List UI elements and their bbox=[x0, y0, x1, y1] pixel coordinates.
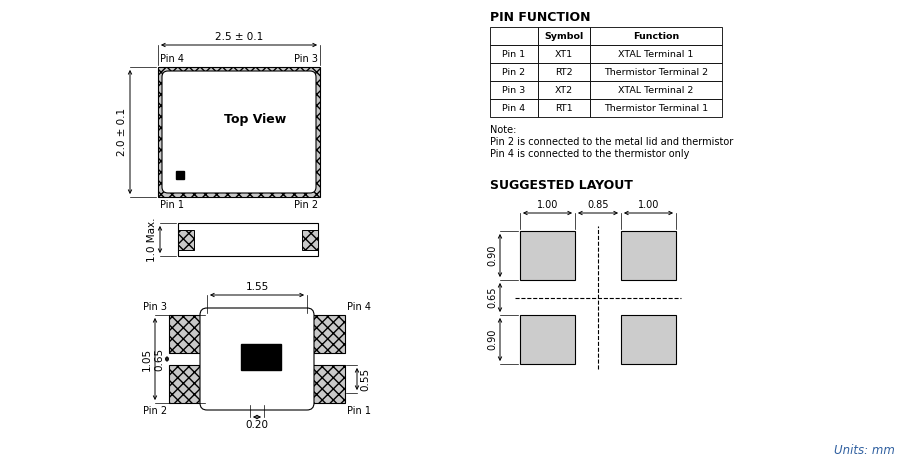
Text: XTAL Terminal 1: XTAL Terminal 1 bbox=[619, 50, 693, 59]
Text: XTAL Terminal 2: XTAL Terminal 2 bbox=[619, 85, 693, 94]
Text: 1.00: 1.00 bbox=[537, 200, 558, 210]
Bar bbox=[490, 27, 538, 45]
Text: 0.90: 0.90 bbox=[487, 329, 497, 350]
Text: Pin 2: Pin 2 bbox=[294, 200, 318, 210]
FancyBboxPatch shape bbox=[162, 71, 316, 193]
Text: XT2: XT2 bbox=[555, 85, 573, 94]
Text: Pin 2 is connected to the metal lid and thermistor: Pin 2 is connected to the metal lid and … bbox=[490, 137, 733, 147]
Bar bbox=[176, 171, 184, 179]
Text: Pin 1: Pin 1 bbox=[160, 200, 184, 210]
Text: 1.0 Max.: 1.0 Max. bbox=[147, 217, 157, 262]
Text: 2.5 ± 0.1: 2.5 ± 0.1 bbox=[215, 32, 263, 42]
Text: Pin 3: Pin 3 bbox=[143, 302, 167, 312]
Bar bbox=[302, 230, 318, 250]
Bar bbox=[169, 315, 207, 353]
Text: Pin 1: Pin 1 bbox=[503, 50, 526, 59]
Text: Pin 2: Pin 2 bbox=[143, 406, 167, 416]
Bar bbox=[158, 67, 320, 197]
Text: Pin 4: Pin 4 bbox=[160, 54, 184, 64]
Text: Pin 2: Pin 2 bbox=[503, 68, 526, 76]
Text: Function: Function bbox=[633, 31, 679, 40]
Text: Top View: Top View bbox=[224, 113, 286, 126]
Text: RT1: RT1 bbox=[555, 104, 573, 113]
Bar bbox=[538, 63, 590, 81]
Text: 0.55: 0.55 bbox=[360, 367, 370, 391]
Text: Thermistor Terminal 2: Thermistor Terminal 2 bbox=[604, 68, 708, 76]
Bar bbox=[538, 45, 590, 63]
Text: 0.65: 0.65 bbox=[154, 348, 164, 371]
Text: Pin 4: Pin 4 bbox=[347, 302, 371, 312]
Text: Units: mm: Units: mm bbox=[834, 444, 895, 457]
Text: Thermistor Terminal 1: Thermistor Terminal 1 bbox=[604, 104, 708, 113]
Text: SUGGESTED LAYOUT: SUGGESTED LAYOUT bbox=[490, 179, 633, 192]
Bar bbox=[538, 81, 590, 99]
Text: Pin 3: Pin 3 bbox=[502, 85, 526, 94]
Text: Symbol: Symbol bbox=[545, 31, 584, 40]
Bar bbox=[307, 315, 345, 353]
Text: Pin 4: Pin 4 bbox=[503, 104, 526, 113]
Text: PIN FUNCTION: PIN FUNCTION bbox=[490, 11, 590, 24]
Bar bbox=[590, 45, 722, 63]
Text: 0.20: 0.20 bbox=[245, 420, 269, 430]
Bar bbox=[621, 231, 676, 280]
Bar bbox=[590, 27, 722, 45]
Bar bbox=[490, 45, 538, 63]
Text: Pin 3: Pin 3 bbox=[294, 54, 318, 64]
Bar bbox=[520, 231, 575, 280]
Text: Pin 1: Pin 1 bbox=[347, 406, 371, 416]
Bar bbox=[621, 315, 676, 364]
Bar bbox=[490, 81, 538, 99]
Bar bbox=[490, 63, 538, 81]
Bar bbox=[538, 99, 590, 117]
Bar bbox=[178, 223, 318, 256]
Text: Pin 4 is connected to the thermistor only: Pin 4 is connected to the thermistor onl… bbox=[490, 149, 690, 159]
Text: Note:: Note: bbox=[490, 125, 517, 135]
Bar bbox=[520, 315, 575, 364]
Bar bbox=[590, 81, 722, 99]
Bar bbox=[169, 365, 207, 403]
Text: 1.55: 1.55 bbox=[245, 282, 269, 292]
Bar bbox=[590, 63, 722, 81]
Bar bbox=[538, 27, 590, 45]
Text: XT1: XT1 bbox=[555, 50, 573, 59]
Bar bbox=[590, 99, 722, 117]
Bar bbox=[178, 230, 194, 250]
Text: 1.05: 1.05 bbox=[142, 348, 152, 371]
Text: 0.90: 0.90 bbox=[487, 245, 497, 266]
Text: 1.00: 1.00 bbox=[638, 200, 660, 210]
Text: 0.65: 0.65 bbox=[487, 287, 497, 308]
Bar bbox=[307, 365, 345, 403]
Bar bbox=[241, 344, 281, 370]
FancyBboxPatch shape bbox=[200, 308, 314, 410]
Text: RT2: RT2 bbox=[555, 68, 573, 76]
Text: 2.0 ± 0.1: 2.0 ± 0.1 bbox=[117, 108, 127, 156]
Text: 0.85: 0.85 bbox=[588, 200, 609, 210]
Bar bbox=[490, 99, 538, 117]
